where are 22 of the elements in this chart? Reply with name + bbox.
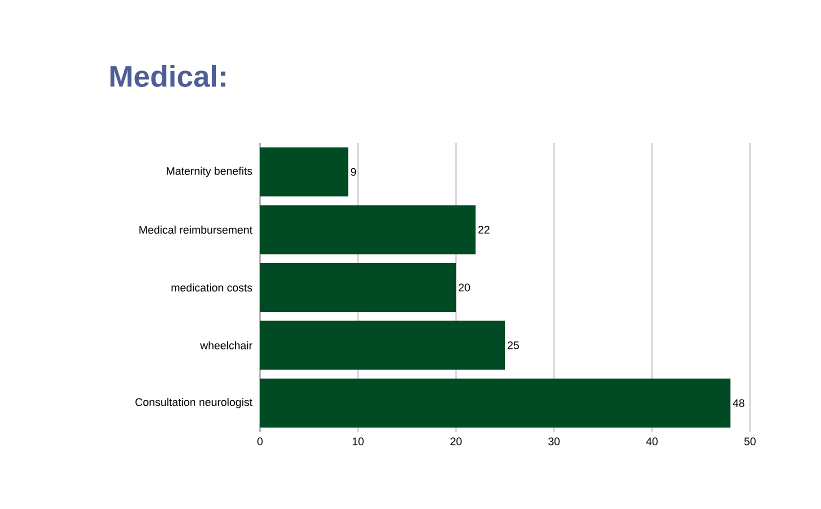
x-tick-label: 20 [450,438,462,446]
bar [260,262,456,312]
x-tick-label: 10 [352,438,364,446]
bar [260,147,348,196]
y-tick-label: medication costs [172,283,252,292]
data-label: 25 [508,341,519,350]
bar [260,205,476,254]
y-tick-label: Consultation neurologist [135,398,252,408]
chart-title: Medical: [110,65,226,87]
y-tick-label: Maternity benefits [166,166,252,177]
y-tick-label: Medical reimbursement [140,226,252,234]
data-label: 22 [478,226,490,234]
x-tick-label: 50 [744,438,756,446]
data-label: 48 [732,399,744,407]
bar [260,378,730,428]
x-tick-label: 40 [646,438,658,446]
data-label: 20 [458,284,470,292]
y-tick-label: wheelchair [200,341,252,350]
x-tick-label: 30 [548,438,560,446]
bar [260,320,506,370]
data-label: 9 [350,168,356,176]
x-tick-label: 0 [257,438,263,446]
